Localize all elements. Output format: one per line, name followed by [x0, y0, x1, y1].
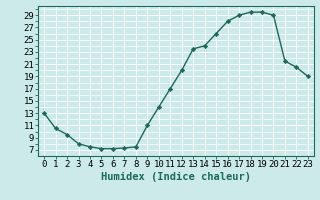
X-axis label: Humidex (Indice chaleur): Humidex (Indice chaleur) — [101, 172, 251, 182]
